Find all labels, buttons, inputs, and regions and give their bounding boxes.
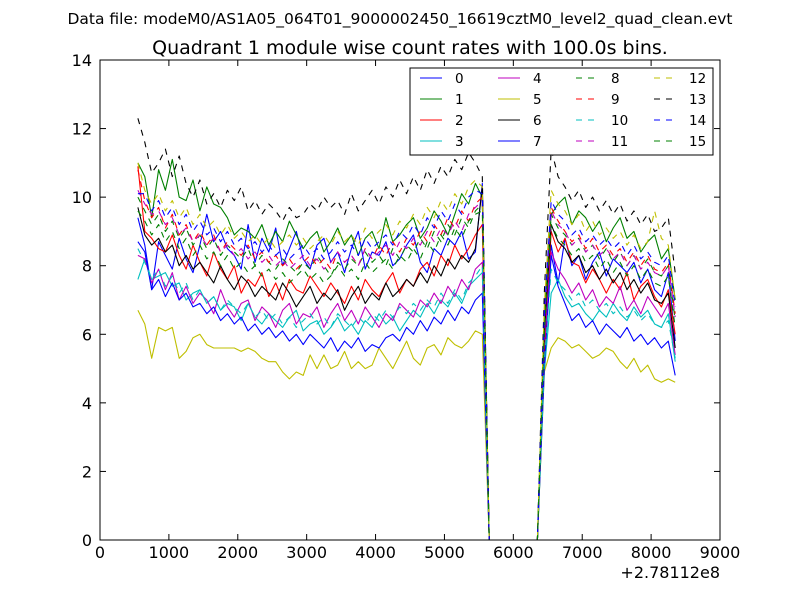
legend-label-7: 7: [533, 134, 542, 150]
x-tick-label: 3000: [286, 543, 327, 562]
series-line-11: [137, 190, 676, 541]
y-tick-label: 8: [82, 257, 92, 276]
legend-label-2: 2: [455, 113, 464, 129]
x-tick-label: 9000: [700, 543, 741, 562]
series-line-6: [137, 186, 676, 541]
x-tick-label: 7000: [562, 543, 603, 562]
x-tick-label: 8000: [631, 543, 672, 562]
series-line-15: [137, 210, 676, 541]
y-tick-label: 12: [72, 120, 92, 139]
x-tick-label: 1000: [149, 543, 190, 562]
y-tick-label: 0: [82, 531, 92, 550]
legend-label-3: 3: [455, 134, 464, 150]
y-tick-label: 10: [72, 188, 92, 207]
y-tick-label: 14: [72, 51, 92, 70]
chart-title: Quadrant 1 module wise count rates with …: [152, 37, 668, 59]
x-offset-label: +2.78112e8: [620, 563, 720, 582]
tick-layer: 0 1000 2000 3000 4000 5000 6000 7000 8000 9000 0 2 4…: [72, 51, 741, 562]
legend-label-10: 10: [611, 113, 628, 129]
legend-label-1: 1: [455, 92, 464, 108]
series-line-13: [137, 118, 676, 541]
legend-label-14: 14: [689, 113, 706, 129]
legend-label-5: 5: [533, 92, 542, 108]
series-line-1: [137, 158, 676, 541]
legend-label-6: 6: [533, 113, 542, 129]
x-tick-label: 6000: [493, 543, 534, 562]
legend-label-12: 12: [689, 71, 706, 87]
series-line-4: [137, 251, 676, 541]
series-line-3: [137, 258, 676, 541]
series-line-0: [137, 182, 676, 541]
suptitle: Data file: modeM0/AS1A05_064T01_90000024…: [67, 10, 732, 29]
series-layer: [137, 118, 676, 541]
series-line-5: [137, 310, 676, 541]
y-tick-label: 6: [82, 325, 92, 344]
legend-label-13: 13: [689, 92, 706, 108]
legend-label-9: 9: [611, 92, 620, 108]
legend-label-15: 15: [689, 134, 706, 150]
x-tick-label: 2000: [217, 543, 258, 562]
series-line-10: [137, 248, 676, 541]
legend-label-11: 11: [611, 134, 628, 150]
legend-label-8: 8: [611, 71, 620, 87]
x-tick-label: 4000: [355, 543, 396, 562]
legend-label-4: 4: [533, 71, 542, 87]
legend-label-0: 0: [455, 71, 464, 87]
plot-frame: [99, 59, 721, 541]
series-line-14: [137, 189, 676, 541]
y-tick-label: 2: [82, 462, 92, 481]
legend-box: [409, 67, 714, 156]
x-tick-label: 0: [95, 543, 105, 562]
series-line-7: [137, 241, 676, 541]
series-line-12: [137, 162, 676, 541]
y-tick-label: 4: [82, 394, 92, 413]
x-tick-label: 5000: [424, 543, 465, 562]
